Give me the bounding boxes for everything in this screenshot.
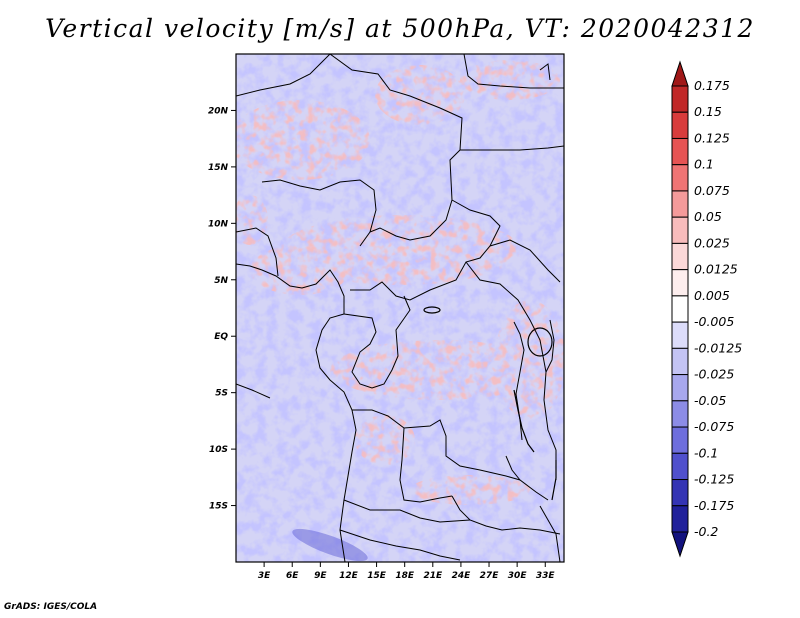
colorbar-segment [671, 164, 689, 192]
lat-tick-label: 15S [209, 502, 228, 512]
lon-tick-label: 30E [508, 571, 528, 581]
colorbar-segment [671, 137, 689, 166]
colorbar-label: 0.05 [694, 209, 722, 224]
colorbar-segment [671, 242, 689, 271]
lat-tick-label: 5N [214, 276, 228, 286]
colorbar-label: 0.075 [694, 183, 730, 198]
colorbar-label: -0.0125 [694, 340, 742, 355]
colorbar-label: -0.125 [694, 472, 734, 487]
lat-tick-label: 10N [208, 219, 229, 229]
latitude-axis: 20N 15N 10N 5N EQ 5S 10S 15S [208, 106, 236, 512]
lat-tick-label: 20N [208, 106, 229, 116]
colorbar-segment [671, 479, 689, 507]
lat-tick-label: 5S [215, 389, 228, 399]
colorbar-segment [671, 321, 689, 349]
lon-tick-label: 24E [452, 571, 472, 581]
colorbar-label: 0.15 [694, 104, 722, 119]
lon-tick-label: 6E [286, 571, 299, 581]
colorbar-label: -0.05 [694, 393, 726, 408]
colorbar-segment [671, 216, 689, 244]
colorbar-segment [671, 295, 689, 323]
colorbar-label: -0.005 [694, 314, 734, 329]
lat-tick-label: 15N [208, 163, 229, 173]
colorbar-top-arrow [671, 60, 689, 87]
lon-tick-label: 18E [395, 571, 415, 581]
plot-title: Vertical velocity [m/s] at 500hPa, VT: 2… [45, 14, 755, 43]
country-borders [236, 54, 564, 562]
colorbar-label: 0.0125 [694, 262, 738, 277]
lon-tick-label: 12E [339, 571, 359, 581]
longitude-axis: 3E 6E 9E 12E 15E 18E 21E 24E 27E 30E 33E [258, 562, 556, 581]
map-frame [235, 53, 565, 563]
colorbar-segment [671, 505, 689, 533]
colorbar-segment [671, 269, 689, 297]
colorbar-label: -0.075 [694, 419, 734, 434]
colorbar-label: 0.025 [694, 235, 730, 250]
colorbar-label: -0.1 [694, 445, 718, 460]
colorbar-segment [671, 347, 689, 376]
grads-credit: GrADS: IGES/COLA [4, 602, 98, 612]
colorbar-segment [671, 190, 689, 218]
lon-tick-label: 27E [480, 571, 500, 581]
lon-tick-label: 15E [367, 571, 387, 581]
lon-tick-label: 21E [423, 571, 443, 581]
lon-tick-label: 33E [536, 571, 556, 581]
colorbar-label: 0.1 [694, 157, 714, 172]
colorbar-segment [671, 111, 689, 139]
lon-tick-label: 9E [314, 571, 327, 581]
colorbar-label: 0.125 [694, 130, 730, 145]
colorbar-label: -0.175 [694, 498, 734, 513]
lakes [423, 306, 557, 501]
colorbar-segment [671, 452, 689, 481]
colorbar-label: 0.005 [694, 288, 730, 303]
lon-tick-label: 3E [258, 571, 271, 581]
colorbar-segment [671, 400, 689, 428]
colorbar-segment [671, 426, 689, 454]
colorbar-bottom-arrow [671, 531, 689, 558]
colorbar-label: 0.175 [694, 78, 730, 93]
colorbar-label: -0.025 [694, 367, 734, 382]
colorbar-label: -0.2 [694, 524, 718, 539]
colorbar-segment [671, 374, 689, 402]
lat-tick-label: EQ [214, 332, 228, 342]
colorbar-segment [671, 85, 689, 113]
lat-tick-label: 10S [209, 445, 228, 455]
colorbar: 0.175 0.15 0.125 0.1 0.075 0.05 0.025 0.0125 0.0… [671, 60, 742, 558]
velocity-field [236, 54, 564, 562]
